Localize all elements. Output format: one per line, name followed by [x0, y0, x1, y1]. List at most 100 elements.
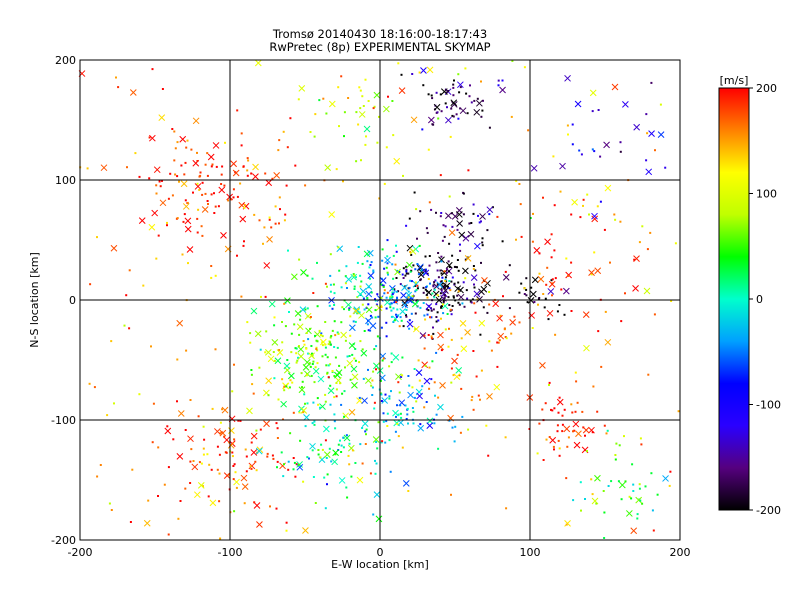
- data-point-dot: [414, 268, 417, 271]
- data-point-dot: [329, 274, 332, 277]
- data-point-dot: [402, 174, 404, 177]
- data-point-dot: [380, 296, 383, 299]
- data-point-dot: [150, 345, 152, 348]
- data-point-dot: [364, 443, 367, 445]
- data-point-dot: [397, 314, 400, 317]
- data-point-dot: [210, 468, 213, 471]
- data-point-x: [324, 164, 332, 171]
- data-point-dot: [210, 276, 213, 279]
- data-point-dot: [239, 419, 242, 422]
- data-point-x: [266, 236, 273, 243]
- data-point-dot: [258, 366, 261, 369]
- data-point-dot: [366, 298, 369, 301]
- data-point-x: [182, 203, 190, 210]
- data-point-x: [158, 114, 166, 121]
- data-point-dot: [312, 476, 315, 478]
- data-point-x: [271, 339, 279, 346]
- data-point-dot: [381, 259, 384, 262]
- data-point-dot: [227, 199, 230, 202]
- data-point-dot: [609, 261, 611, 264]
- data-point-dot: [326, 285, 328, 288]
- data-point-dot: [405, 314, 407, 317]
- data-point-dot: [329, 403, 332, 406]
- data-point-dot: [190, 448, 193, 451]
- data-point-dot: [373, 348, 376, 351]
- data-point-dot: [278, 196, 281, 199]
- data-point-x: [544, 238, 551, 246]
- data-point-dot: [343, 111, 346, 114]
- data-point-dot: [328, 447, 331, 450]
- data-point-dot: [385, 321, 388, 324]
- data-point-dot: [456, 266, 458, 269]
- data-point-dot: [452, 296, 455, 299]
- data-point-dot: [525, 288, 528, 291]
- data-point-dot: [418, 379, 421, 382]
- data-point-dot: [315, 348, 318, 350]
- data-point-dot: [390, 302, 393, 305]
- data-point-x: [399, 308, 407, 315]
- data-point-dot: [319, 406, 321, 409]
- data-point-dot: [138, 175, 141, 178]
- data-point-dot: [435, 303, 438, 306]
- data-point-dot: [401, 273, 404, 276]
- data-point-dot: [423, 314, 426, 317]
- data-point-x: [350, 365, 358, 373]
- data-point-dot: [233, 463, 236, 466]
- data-point-dot: [300, 372, 303, 375]
- data-point-dot: [317, 449, 320, 451]
- data-point-dot: [324, 393, 327, 396]
- data-point-dot: [670, 300, 673, 302]
- data-point-dot: [218, 472, 221, 475]
- data-point-dot: [449, 289, 452, 292]
- data-point-dot: [442, 312, 445, 315]
- data-point-dot: [581, 410, 584, 413]
- data-point-dot: [566, 445, 569, 448]
- data-point-dot: [428, 255, 431, 257]
- data-point-x: [363, 125, 371, 133]
- data-point-dot: [324, 439, 327, 442]
- data-point-dot: [400, 416, 403, 419]
- data-point-dot: [407, 375, 410, 377]
- data-point-dot: [266, 455, 269, 458]
- data-point-dot: [430, 335, 433, 338]
- data-point-dot: [158, 180, 161, 183]
- data-point-dot: [328, 304, 331, 307]
- data-point-dot: [591, 148, 594, 151]
- data-point-x: [420, 67, 427, 74]
- data-point-dot: [113, 402, 115, 405]
- data-point-dot: [537, 303, 539, 306]
- data-point-dot: [362, 297, 365, 300]
- data-point-dot: [366, 323, 369, 326]
- data-point-dot: [293, 461, 296, 464]
- data-point-dot: [586, 193, 589, 196]
- data-point-dot: [421, 128, 424, 131]
- data-point-dot: [333, 304, 336, 306]
- data-point-dot: [348, 442, 351, 445]
- data-point-dot: [360, 280, 363, 283]
- data-point-dot: [427, 309, 430, 312]
- data-point-dot: [580, 509, 582, 512]
- data-point-dot: [305, 374, 308, 377]
- data-point-dot: [202, 453, 205, 456]
- data-point-x: [263, 420, 270, 428]
- data-point-dot: [332, 283, 335, 286]
- data-point-dot: [558, 447, 561, 450]
- data-point-dot: [380, 400, 383, 402]
- data-point-dot: [533, 301, 536, 303]
- data-point-dot: [466, 297, 469, 300]
- data-point-x: [303, 358, 311, 366]
- data-point-dot: [488, 303, 491, 306]
- data-point-dot: [341, 306, 344, 309]
- data-point-x: [265, 377, 273, 385]
- data-point-dot: [397, 290, 400, 293]
- data-point-dot: [183, 173, 186, 176]
- data-point-dot: [440, 212, 443, 214]
- data-point-dot: [377, 421, 380, 424]
- data-point-dot: [196, 217, 199, 220]
- data-point-dot: [470, 399, 473, 402]
- data-point-dot: [390, 352, 393, 355]
- data-point-x: [351, 381, 358, 389]
- data-point-dot: [561, 414, 564, 417]
- data-point-dot: [359, 107, 362, 110]
